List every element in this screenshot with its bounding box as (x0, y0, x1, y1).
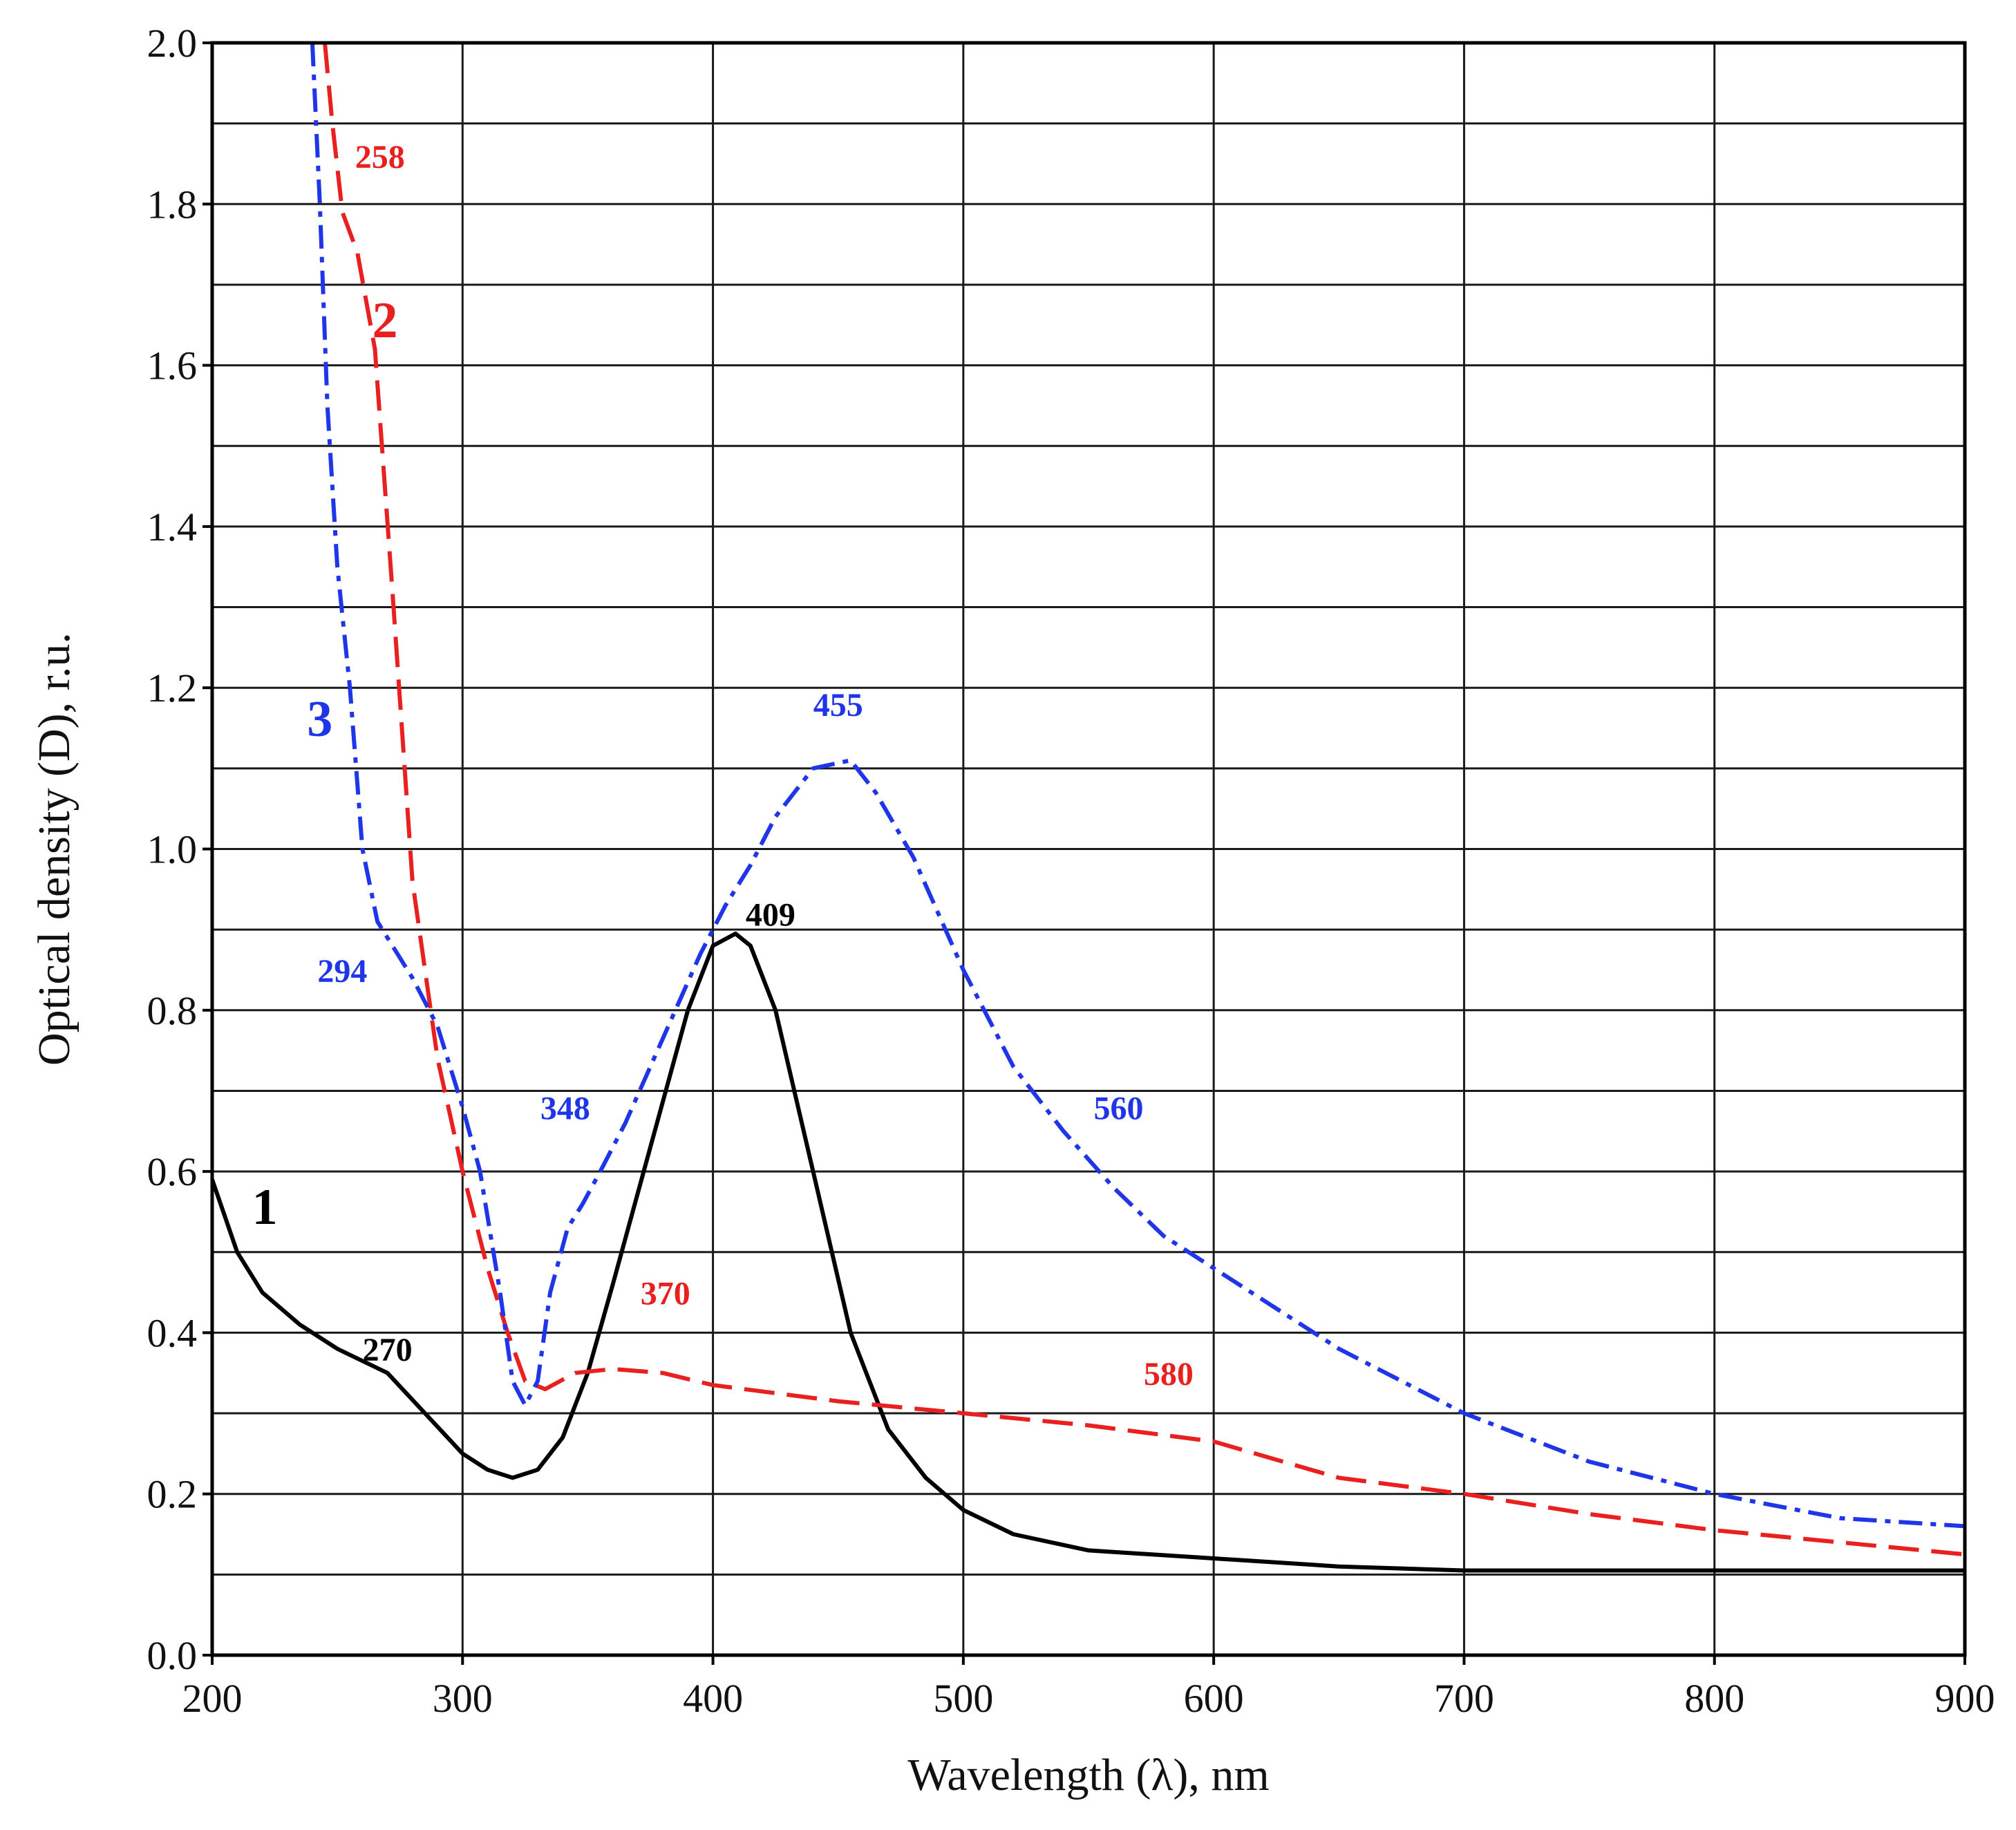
peak-label: 294 (317, 953, 367, 990)
peak-label: 348 (540, 1090, 590, 1126)
y-tick-label: 1.4 (147, 504, 198, 549)
curve-label-2: 2 (372, 292, 397, 349)
curve-label-1: 1 (252, 1179, 278, 1236)
y-tick-label: 0.8 (147, 988, 198, 1033)
x-tick-label: 700 (1434, 1676, 1494, 1721)
series-line-3 (310, 42, 1966, 1529)
y-tick-label: 1.0 (147, 827, 198, 872)
x-tick-label: 900 (1935, 1676, 1995, 1721)
peak-label: 270 (363, 1332, 413, 1368)
y-tick-label: 0.0 (147, 1633, 198, 1678)
peak-label: 455 (813, 687, 863, 724)
peak-label: 409 (746, 896, 795, 933)
peak-annotations: 270 409 258 370 580 294 348 455 560 1 2 3 (252, 139, 1194, 1393)
curve-label-3: 3 (307, 691, 332, 748)
x-tick-label: 600 (1184, 1676, 1244, 1721)
x-tick-label: 400 (683, 1676, 743, 1721)
x-axis-title: Wavelength (λ), nm (907, 1750, 1269, 1800)
x-tick-label: 800 (1684, 1676, 1744, 1721)
grid (211, 41, 1966, 1657)
y-axis-ticks: 0.0 0.2 0.4 0.6 0.8 1.0 1.2 1.4 1.6 1.8 2.0 (147, 21, 212, 1678)
peak-label: 370 (641, 1276, 690, 1312)
x-axis-ticks: 200 300 400 500 600 700 800 900 (182, 1655, 1995, 1721)
y-tick-label: 1.8 (147, 182, 198, 227)
y-tick-label: 2.0 (147, 21, 198, 66)
series-line-1 (210, 932, 1965, 1573)
y-tick-label: 1.2 (147, 666, 198, 710)
series-line-2 (323, 42, 1966, 1557)
y-tick-label: 1.6 (147, 343, 198, 388)
y-tick-label: 0.6 (147, 1149, 198, 1194)
peak-label: 258 (355, 139, 405, 176)
y-tick-label: 0.4 (147, 1310, 198, 1355)
x-tick-label: 500 (933, 1676, 993, 1721)
peak-label: 560 (1093, 1090, 1143, 1126)
y-axis-title: Optical density (D), r.u. (29, 632, 79, 1066)
x-tick-label: 300 (433, 1676, 493, 1721)
series-lines (210, 42, 1966, 1573)
x-tick-label: 200 (182, 1676, 243, 1721)
y-tick-label: 0.2 (147, 1472, 198, 1517)
peak-label: 580 (1144, 1356, 1194, 1393)
